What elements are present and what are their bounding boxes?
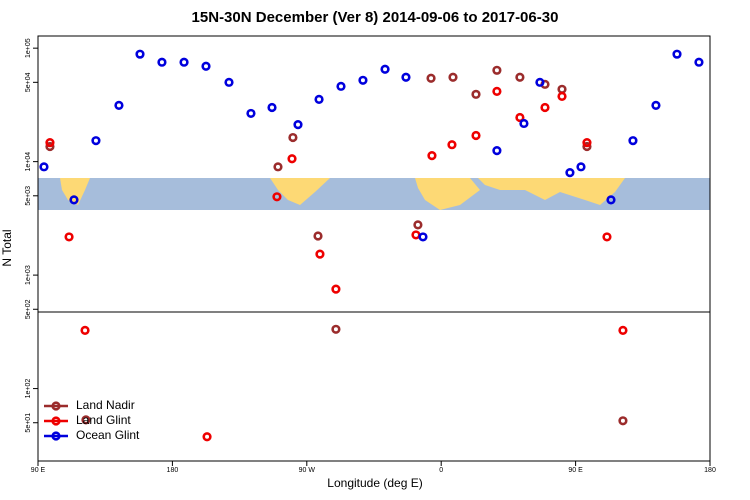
point bbox=[628, 136, 638, 146]
y-tick-label: 5e+04 bbox=[25, 72, 32, 92]
point bbox=[582, 141, 592, 152]
point bbox=[135, 49, 145, 59]
point bbox=[313, 231, 323, 241]
point bbox=[427, 151, 437, 161]
x-tick-label: 0 bbox=[439, 467, 443, 474]
x-tick-label: 90 W bbox=[299, 467, 316, 474]
point bbox=[201, 61, 211, 71]
legend-marker bbox=[51, 431, 61, 441]
point bbox=[358, 75, 368, 85]
map-band bbox=[38, 178, 710, 210]
point bbox=[287, 154, 297, 164]
point bbox=[114, 100, 124, 111]
point bbox=[565, 168, 575, 178]
y-tick-label: 5e+02 bbox=[25, 299, 32, 319]
point bbox=[64, 232, 74, 242]
point bbox=[426, 73, 436, 83]
point bbox=[246, 108, 256, 119]
y-tick-label: 1e+03 bbox=[25, 265, 32, 285]
point bbox=[602, 232, 612, 242]
point bbox=[557, 84, 567, 94]
point bbox=[448, 72, 458, 82]
legend-label: Land Glint bbox=[76, 413, 131, 427]
point bbox=[471, 130, 481, 141]
point bbox=[557, 91, 567, 101]
legend-marker bbox=[51, 401, 61, 411]
point bbox=[273, 162, 283, 172]
x-tick-label: 180 bbox=[167, 467, 179, 474]
point bbox=[314, 94, 324, 104]
y-tick-label: 1e+02 bbox=[25, 379, 32, 399]
point bbox=[651, 100, 661, 111]
point bbox=[471, 89, 481, 99]
point bbox=[447, 140, 457, 150]
point bbox=[411, 230, 421, 240]
point bbox=[315, 249, 325, 259]
point bbox=[224, 77, 234, 87]
point bbox=[540, 102, 550, 113]
point bbox=[519, 118, 529, 129]
point bbox=[272, 192, 282, 202]
point bbox=[694, 57, 704, 67]
point bbox=[69, 195, 79, 205]
x-tick-label: 180 bbox=[704, 467, 716, 474]
point bbox=[81, 415, 91, 425]
y-tick-label: 1e+05 bbox=[25, 38, 32, 58]
legend-label: Ocean Glint bbox=[76, 428, 140, 442]
point bbox=[267, 102, 277, 113]
point bbox=[179, 57, 189, 67]
point bbox=[515, 72, 525, 82]
point bbox=[293, 120, 303, 130]
point bbox=[331, 324, 341, 334]
point bbox=[380, 64, 390, 74]
chart-title: 15N-30N December (Ver 8) 2014-09-06 to 2… bbox=[192, 9, 559, 26]
point bbox=[202, 432, 212, 442]
point bbox=[413, 220, 423, 230]
point bbox=[91, 136, 101, 146]
point bbox=[401, 72, 411, 82]
point bbox=[606, 195, 616, 205]
x-tick-label: 90 E bbox=[31, 467, 46, 474]
x-tick-label: 90 E bbox=[568, 467, 583, 474]
y-tick-label: 5e+03 bbox=[25, 186, 32, 206]
point bbox=[672, 49, 682, 59]
point bbox=[80, 325, 90, 335]
x-axis-label: Longitude (deg E) bbox=[327, 476, 422, 490]
y-tick-label: 5e+01 bbox=[25, 413, 32, 433]
point bbox=[418, 232, 428, 242]
legend-marker bbox=[51, 416, 61, 426]
point bbox=[492, 86, 502, 96]
point bbox=[45, 138, 55, 148]
point bbox=[582, 138, 592, 148]
point bbox=[336, 81, 346, 91]
plot-frame bbox=[37, 35, 711, 462]
y-axis-label: N Total bbox=[0, 229, 14, 266]
point bbox=[288, 132, 298, 143]
point bbox=[618, 325, 628, 335]
point bbox=[492, 146, 502, 156]
y-tick-label: 1e+04 bbox=[25, 152, 32, 172]
point bbox=[535, 77, 545, 87]
point bbox=[331, 284, 341, 294]
point bbox=[618, 416, 628, 426]
legend-label: Land Nadir bbox=[76, 398, 135, 412]
point bbox=[157, 57, 167, 67]
point bbox=[492, 65, 502, 75]
point bbox=[39, 162, 49, 172]
point bbox=[45, 141, 55, 152]
point bbox=[576, 162, 586, 172]
point bbox=[515, 112, 525, 123]
